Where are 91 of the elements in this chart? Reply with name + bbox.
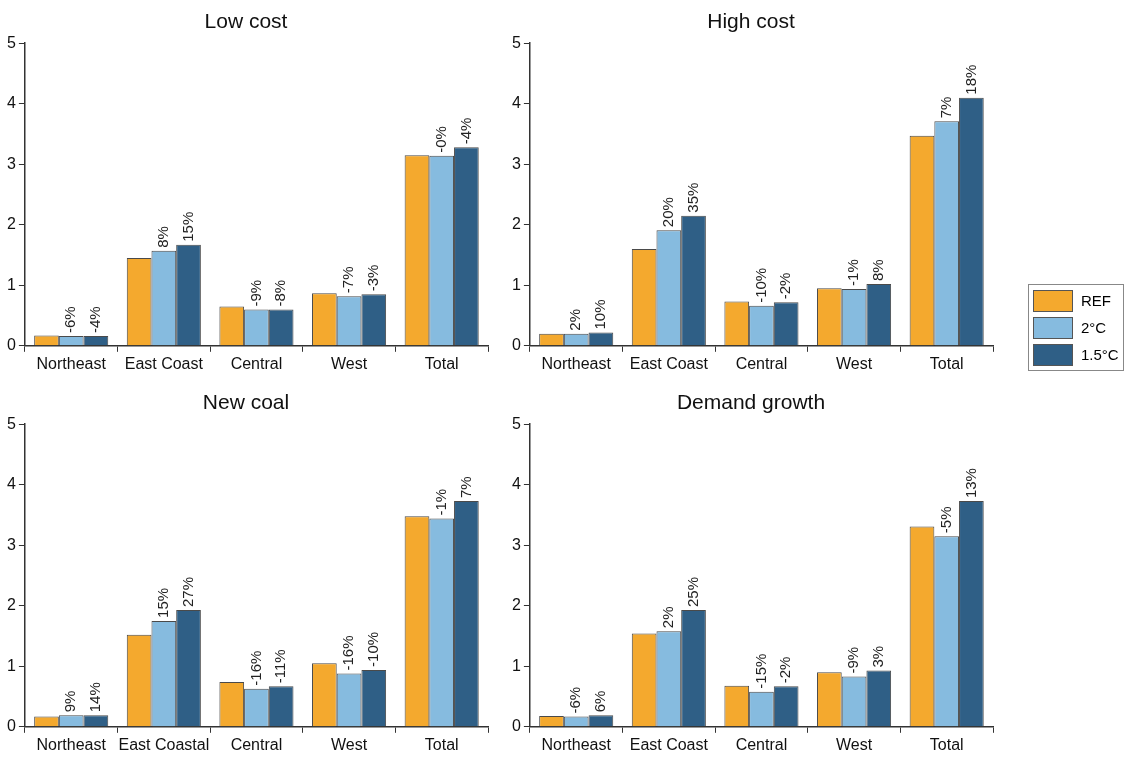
y-tick-label: 2 [511,215,521,233]
y-tick-label: 1 [6,656,16,674]
annotation: -10% [751,267,769,303]
annotation: -10% [363,631,381,667]
annotation: -0% [431,126,449,153]
x-tick-label: Northeast [541,735,612,753]
annotation: 2% [658,606,676,629]
y-tick-label: 0 [511,717,521,735]
y-tick-label: 4 [511,94,521,112]
annotation: 7% [456,476,474,499]
annotation: -16% [339,635,357,671]
annotation: -15% [751,653,769,689]
y-tick-label: 1 [511,656,521,674]
x-tick-label: Central [735,735,788,753]
chart-title: Demand growth [676,390,826,414]
annotation: -4% [86,306,104,334]
y-tick-label: 0 [511,336,521,354]
annotation: -4% [456,117,474,145]
annotation: -1% [431,488,449,516]
x-tick-label: Central [230,735,283,753]
x-tick-label: West [835,354,873,372]
annotation: -7% [339,266,357,294]
annotation: -2% [776,272,794,300]
annotation: -11% [271,649,289,684]
x-tick-label: Northeast [36,354,107,372]
y-tick-label: 1 [6,275,16,293]
y-tick-label: 3 [511,535,521,553]
x-tick-label: Total [929,354,964,372]
x-tick-label: East Coast [629,354,709,372]
annotation: 13% [961,468,979,499]
annotation: -9% [246,279,264,307]
annotation: 8% [868,259,886,282]
annotation: -6% [61,306,79,334]
annotation: 35% [683,182,701,213]
y-tick-label: 4 [6,475,16,493]
annotation: 9% [61,690,79,713]
y-tick-label: 2 [6,596,16,614]
y-tick-label: 2 [511,596,521,614]
legend-label: 1.5°C [1081,346,1119,363]
x-tick-label: East Coast [629,735,709,753]
chart-title: Low cost [204,9,288,33]
y-tick-label: 3 [6,154,16,172]
annotation: 27% [178,576,196,607]
x-tick-label: Northeast [541,354,612,372]
x-tick-label: West [835,735,873,753]
annotation: -5% [936,506,954,534]
x-tick-label: Total [424,735,459,753]
annotation: 14% [86,682,104,713]
annotation: 3% [868,645,886,668]
chart-title: High cost [707,9,795,33]
annotation: 7% [936,96,954,119]
x-tick-label: Total [424,354,459,372]
y-tick-label: 4 [6,94,16,112]
annotation: -9% [844,646,862,674]
x-tick-label: East Coast [124,354,204,372]
y-tick-label: 1 [511,275,521,293]
y-tick-label: 5 [511,414,521,432]
x-tick-label: Central [735,354,788,372]
x-tick-label: West [330,354,368,372]
y-tick-label: 3 [6,535,16,553]
annotation: 18% [961,64,979,95]
annotation: -1% [844,259,862,286]
x-tick-label: Northeast [36,735,107,753]
y-tick-label: 4 [511,475,521,493]
annotation: -6% [566,686,584,714]
x-tick-label: Central [230,354,283,372]
annotation: 6% [591,690,609,713]
y-tick-label: 5 [6,33,16,51]
annotation: 8% [153,226,171,248]
x-tick-label: West [330,735,368,753]
legend-label: REF [1081,292,1111,309]
annotation: 10% [591,299,609,330]
annotation: -16% [246,650,264,686]
y-tick-label: 2 [6,215,16,233]
legend-label: 2°C [1081,319,1107,336]
y-tick-label: 3 [511,154,521,172]
x-tick-label: Total [929,735,964,753]
y-tick-label: 5 [511,33,521,51]
annotation: 15% [153,587,171,618]
annotation: 20% [658,197,676,228]
annotation: -2% [776,656,794,684]
y-tick-label: 5 [6,414,16,432]
x-tick-label: East Coastal [118,735,210,753]
annotation: -3% [363,264,381,292]
annotation: 15% [178,211,196,242]
annotation: -8% [271,279,289,307]
y-tick-label: 0 [6,717,16,735]
chart-title: New coal [202,390,290,414]
annotation: 2% [566,309,584,331]
y-tick-label: 0 [6,336,16,354]
annotation: 25% [683,576,701,607]
